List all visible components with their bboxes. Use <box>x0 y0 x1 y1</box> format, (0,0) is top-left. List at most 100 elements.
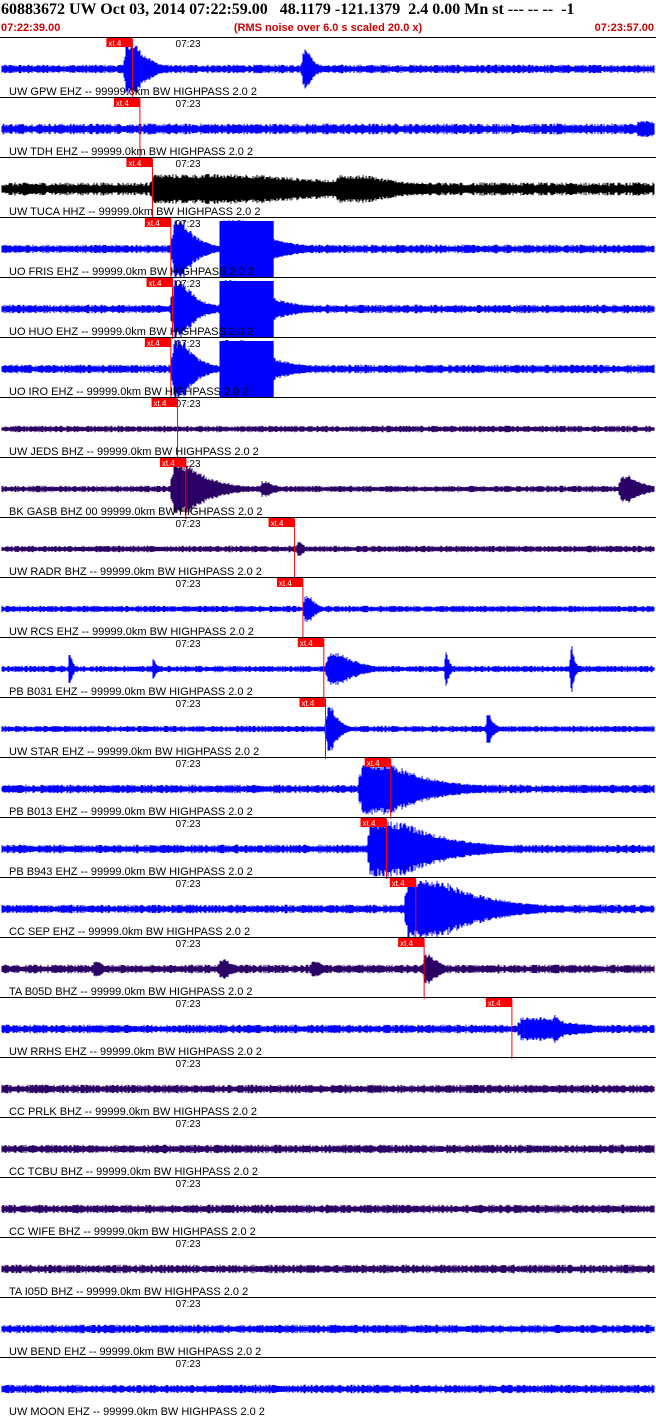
station-label: UW RADR BHZ -- 99999.0km BW HIGHPASS 2.0… <box>9 566 262 578</box>
station-label: PB B013 EHZ -- 99999.0km BW HIGHPASS 2.0… <box>9 806 253 818</box>
trace-panel: 07:23 UW MOON EHZ -- 99999.0km BW HIGHPAS… <box>0 1357 656 1418</box>
time-tick-label: 07:23 <box>176 999 201 1010</box>
time-tick-label: 07:23 <box>176 1119 201 1130</box>
time-tick-label: 07:23 <box>176 759 201 770</box>
waveform <box>1 280 655 338</box>
waveform <box>1 1384 655 1394</box>
waveform <box>1 821 655 877</box>
station-label: UW GPW EHZ -- 99999.0km BW HIGHPASS 2.0 … <box>9 86 257 98</box>
station-label: UO FRIS EHZ -- 99999.0km BW HIGHPASS 2.0… <box>9 266 254 278</box>
trace-panel: 07:23 CC TCBU BHZ -- 99999.0km BW HIGHPAS… <box>0 1117 656 1178</box>
time-tick-label: 07:23 <box>176 339 201 350</box>
trace-panel: 07:23 xt.4 UW TUCA HHZ -- 99999.0km BW HIG… <box>0 157 656 219</box>
time-tick-label: 07:23 <box>176 399 201 410</box>
waveform <box>1 542 655 556</box>
time-tick-label: 07:23 <box>176 519 201 530</box>
station-label: UW TDH EHZ -- 99999.0km BW HIGHPASS 2.0 … <box>9 146 253 158</box>
station-label: UO IRO EHZ -- 99999.0km BW HIGHPASS 2.0 … <box>9 386 248 398</box>
clipped-waveform-block <box>219 221 274 277</box>
trace-panel: 07:23 CC WIFE BHZ -- 99999.0km BW HIGHPAS… <box>0 1177 656 1238</box>
pick-flag <box>144 338 171 347</box>
clipped-waveform-block <box>219 341 274 397</box>
time-tick-label: 07:23 <box>176 639 201 650</box>
trace-panel: 07:23 xt.4 UW RCS EHZ -- 99999.0km BW HIGH… <box>0 577 656 639</box>
pick-label: xt.4 <box>279 579 292 588</box>
time-tick-label: 07:23 <box>176 279 201 290</box>
pick-flag <box>276 578 303 587</box>
trace-panel: 07:23 xt.4 UW RRHS EHZ -- 99999.0km BW HIG… <box>0 997 656 1059</box>
waveform <box>1 1084 655 1094</box>
time-tick-label: 07:23 <box>176 1299 201 1310</box>
trace-panel: 07:23 xt.4 PB B013 EHZ -- 99999.0km BW HIG… <box>0 757 656 819</box>
trace-panel: 07:23 TA I05D BHZ -- 99999.0km BW HIGHPAS… <box>0 1237 656 1298</box>
station-label: TA I05D BHZ -- 99999.0km BW HIGHPASS 2.0… <box>9 1286 248 1298</box>
clipped-waveform-block <box>219 281 274 337</box>
plot-header: 60883672 UW Oct 03, 2014 07:22:59.00 48.… <box>0 0 656 36</box>
pick-label: xt.4 <box>149 279 162 288</box>
station-label: BK GASB BHZ 00 99999.0km BW HIGHPASS 2.0… <box>9 506 263 518</box>
trace-panel: 07:23 CC PRLK BHZ -- 99999.0km BW HIGHPAS… <box>0 1057 656 1118</box>
pick-label: xt.4 <box>363 819 376 828</box>
pick-label: xt.4 <box>116 99 129 108</box>
waveform <box>1 220 655 278</box>
time-tick-label: 07:23 <box>176 1359 201 1370</box>
station-label: PB B031 EHZ -- 99999.0km BW HIGHPASS 2.0… <box>9 686 253 698</box>
station-label: UW MOON EHZ -- 99999.0km BW HIGHPASS 2.0… <box>9 1406 265 1418</box>
time-tick-label: 07:23 <box>176 1239 201 1250</box>
waveform <box>1 464 655 514</box>
pick-flag <box>389 878 416 887</box>
pick-flag <box>268 518 295 527</box>
scaling-note: (RMS noise over 6.0 s scaled 20.0 x) <box>233 22 423 34</box>
time-tick-label: 07:23 <box>176 879 201 890</box>
time-tick-label: 07:23 <box>176 819 201 830</box>
trace-panel: 07:23 xt.4 UW GPW EHZ -- 99999.0km BW HIGH… <box>0 37 656 99</box>
pick-flag <box>398 938 425 947</box>
station-label: CC SEP EHZ -- 99999.0km BW HIGHPASS 2.0 … <box>9 926 250 938</box>
pick-label: xt.4 <box>400 939 413 948</box>
station-label: CC TCBU BHZ -- 99999.0km BW HIGHPASS 2.0… <box>9 1166 258 1178</box>
pick-flag <box>299 698 326 707</box>
pick-flag <box>485 998 512 1007</box>
waveform <box>1 43 655 95</box>
trace-panel: 07:23 xt.4 UO IRO EHZ -- 99999.0km BW HIGH… <box>0 337 656 399</box>
trace-panel: 07:23 xt.4 UW STAR EHZ -- 99999.0km BW HIG… <box>0 697 656 759</box>
trace-panel: 07:23 xt.4 UW TDH EHZ -- 99999.0km BW HIGH… <box>0 97 656 159</box>
pick-label: xt.4 <box>301 699 314 708</box>
time-tick-label: 07:23 <box>176 939 201 950</box>
pick-label: xt.4 <box>147 339 160 348</box>
pick-label: xt.4 <box>154 399 167 408</box>
waveform <box>1 880 655 938</box>
waveform <box>1 1264 655 1274</box>
trace-panel: 07:23 xt.4 PB B943 EHZ -- 99999.0km BW HIG… <box>0 817 656 879</box>
time-tick-label: 07:23 <box>176 39 201 50</box>
waveform <box>1 1324 655 1334</box>
waveform <box>1 707 655 751</box>
pick-label: xt.4 <box>367 759 380 768</box>
station-label: UW JEDS BHZ -- 99999.0km BW HIGHPASS 2.0… <box>9 446 259 458</box>
pick-flag <box>364 758 391 767</box>
pick-flag <box>146 278 173 287</box>
trace-panel: 07:23 xt.4 CC SEP EHZ -- 99999.0km BW HIGH… <box>0 877 656 939</box>
station-label: UW RRHS EHZ -- 99999.0km BW HIGHPASS 2.0… <box>9 1046 262 1058</box>
station-label: UO HUO EHZ -- 99999.0km BW HIGHPASS 2.0 … <box>9 326 253 338</box>
pick-flag <box>297 638 324 647</box>
time-tick-label: 07:23 <box>176 159 201 170</box>
start-time: 07:22:39.00 <box>1 22 61 34</box>
station-label: PB B943 EHZ -- 99999.0km BW HIGHPASS 2.0… <box>9 866 253 878</box>
trace-panel: 07:23 UW BEND EHZ -- 99999.0km BW HIGHPAS… <box>0 1297 656 1358</box>
pick-flag <box>144 218 171 227</box>
waveform <box>1 1144 655 1154</box>
trace-panel: 07:23 xt.4 PB B031 EHZ -- 99999.0km BW HIG… <box>0 637 656 699</box>
station-label: UW STAR EHZ -- 99999.0km BW HIGHPASS 2.0… <box>9 746 259 758</box>
event-title: 60883672 UW Oct 03, 2014 07:22:59.00 48.… <box>1 1 575 18</box>
pick-label: xt.4 <box>128 159 141 168</box>
time-tick-label: 07:23 <box>176 1179 201 1190</box>
station-label: CC WIFE BHZ -- 99999.0km BW HIGHPASS 2.0… <box>9 1226 256 1238</box>
pick-label: xt.4 <box>162 459 175 468</box>
station-label: UW BEND EHZ -- 99999.0km BW HIGHPASS 2.0… <box>9 1346 261 1358</box>
pick-label: xt.4 <box>488 999 501 1008</box>
pick-label: xt.4 <box>300 639 313 648</box>
pick-flag <box>113 98 140 107</box>
